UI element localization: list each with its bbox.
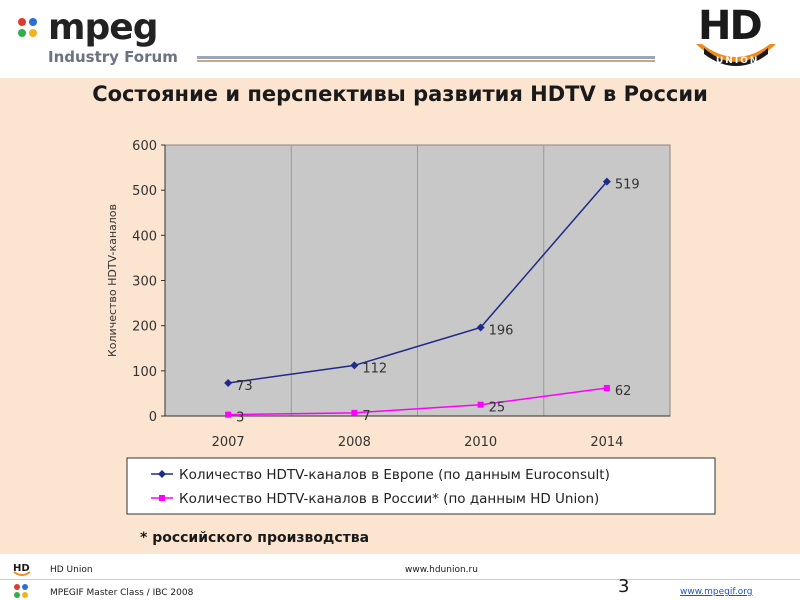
x-tick-label: 2008 — [338, 435, 371, 450]
data-label: 112 — [362, 361, 387, 376]
data-point — [603, 384, 610, 391]
page-number: 3 — [618, 576, 630, 597]
legend-label: Количество HDTV-каналов в Европе (по дан… — [179, 467, 610, 483]
legend-marker — [158, 470, 166, 478]
mpegif-small-icon — [14, 584, 28, 598]
y-tick-label: 600 — [132, 140, 157, 154]
data-label: 73 — [236, 379, 253, 394]
y-tick-label: 300 — [132, 275, 157, 290]
data-point — [224, 379, 233, 388]
x-tick-label: 2010 — [464, 435, 497, 450]
y-tick-label: 200 — [132, 320, 157, 335]
header-rule — [197, 56, 655, 59]
svg-text:HD: HD — [13, 563, 30, 574]
data-point — [602, 177, 611, 186]
hd-logo-arc-icon — [696, 44, 776, 66]
data-point — [477, 401, 484, 408]
data-label: 519 — [615, 178, 640, 193]
slide-title: Состояние и перспективы развития HDTV в … — [92, 82, 708, 106]
hdtv-channels-chart: 0 100 200 300 400 500 600 2007 2008 2010 2014 Колич… — [106, 140, 716, 515]
x-tick-label: 2014 — [590, 435, 623, 450]
footnote: * российского производства — [140, 530, 370, 546]
footer-mpegif-link[interactable]: www.mpegif.org — [680, 587, 753, 597]
mpeg-logo-subtext: Industry Forum — [48, 48, 178, 66]
mpeg-logo: mpeg Industry Forum — [14, 8, 204, 70]
y-tick-label: 400 — [132, 229, 157, 244]
data-label: 25 — [489, 401, 506, 416]
series-line — [228, 181, 608, 384]
data-point — [225, 411, 232, 418]
mpeg-dots-icon — [18, 18, 40, 40]
data-label: 7 — [362, 409, 370, 424]
hd-union-logo: HD UNION — [694, 4, 780, 76]
series-line — [228, 387, 607, 416]
footer-org-name: HD Union — [50, 565, 93, 575]
y-tick-label: 100 — [132, 365, 157, 380]
mpeg-logo-text: mpeg — [48, 7, 158, 48]
legend-marker — [159, 495, 165, 501]
hd-logo-text: HD — [698, 3, 763, 49]
footer — [0, 554, 800, 600]
footer-hdunion-url[interactable]: www.hdunion.ru — [405, 565, 478, 575]
data-point — [350, 361, 359, 370]
data-label: 196 — [489, 323, 514, 338]
y-tick-label: 500 — [132, 184, 157, 199]
y-axis-title: Количество HDTV-каналов — [106, 204, 119, 357]
hd-union-small-icon: HD — [12, 561, 32, 577]
x-tick-label: 2007 — [212, 435, 245, 450]
footer-divider — [0, 579, 800, 580]
data-point — [476, 323, 485, 332]
legend-label: Количество HDTV-каналов в России* (по да… — [179, 491, 599, 507]
legend-box — [126, 457, 716, 515]
data-label: 3 — [236, 411, 244, 426]
hd-logo-subtext: UNION — [716, 56, 760, 66]
footer-event-name: MPEGIF Master Class / IBC 2008 — [50, 588, 194, 598]
y-tick-label: 0 — [149, 410, 157, 425]
data-point — [351, 409, 358, 416]
data-label: 62 — [615, 384, 632, 399]
header-rule-accent — [197, 60, 655, 62]
header: mpeg Industry Forum HD UNION — [0, 0, 800, 78]
